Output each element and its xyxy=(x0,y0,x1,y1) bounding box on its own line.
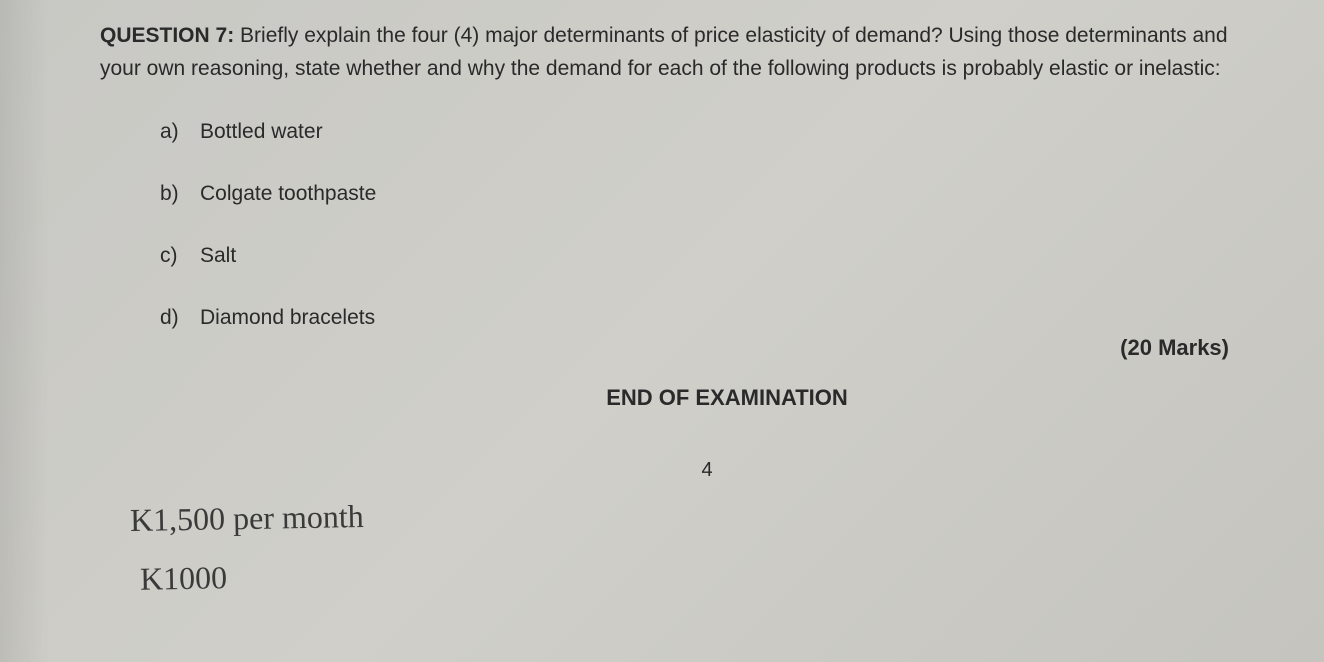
option-text: Diamond bracelets xyxy=(200,306,375,330)
question-body: Briefly explain the four (4) major deter… xyxy=(100,24,1228,80)
option-letter: c) xyxy=(160,244,200,268)
option-text: Colgate toothpaste xyxy=(200,182,376,206)
question-label: QUESTION 7: xyxy=(100,24,234,47)
option-c: c) Salt xyxy=(160,244,1234,268)
handwritten-note-1: K1,500 per month xyxy=(130,498,364,539)
page-number: 4 xyxy=(180,459,1234,482)
option-letter: d) xyxy=(160,306,200,330)
question-text: QUESTION 7: Briefly explain the four (4)… xyxy=(100,20,1234,85)
end-of-exam: END OF EXAMINATION xyxy=(220,385,1234,411)
option-text: Bottled water xyxy=(200,120,323,144)
option-a: a) Bottled water xyxy=(160,120,1234,144)
question-block: QUESTION 7: Briefly explain the four (4)… xyxy=(100,20,1234,85)
option-b: b) Colgate toothpaste xyxy=(160,182,1234,206)
option-d: d) Diamond bracelets xyxy=(160,306,1234,330)
option-letter: a) xyxy=(160,120,200,144)
option-letter: b) xyxy=(160,182,200,206)
handwritten-note-2: K1000 xyxy=(140,559,228,598)
marks-label: (20 Marks) xyxy=(1120,335,1229,361)
options-list: a) Bottled water b) Colgate toothpaste c… xyxy=(160,120,1234,330)
option-text: Salt xyxy=(200,244,236,268)
